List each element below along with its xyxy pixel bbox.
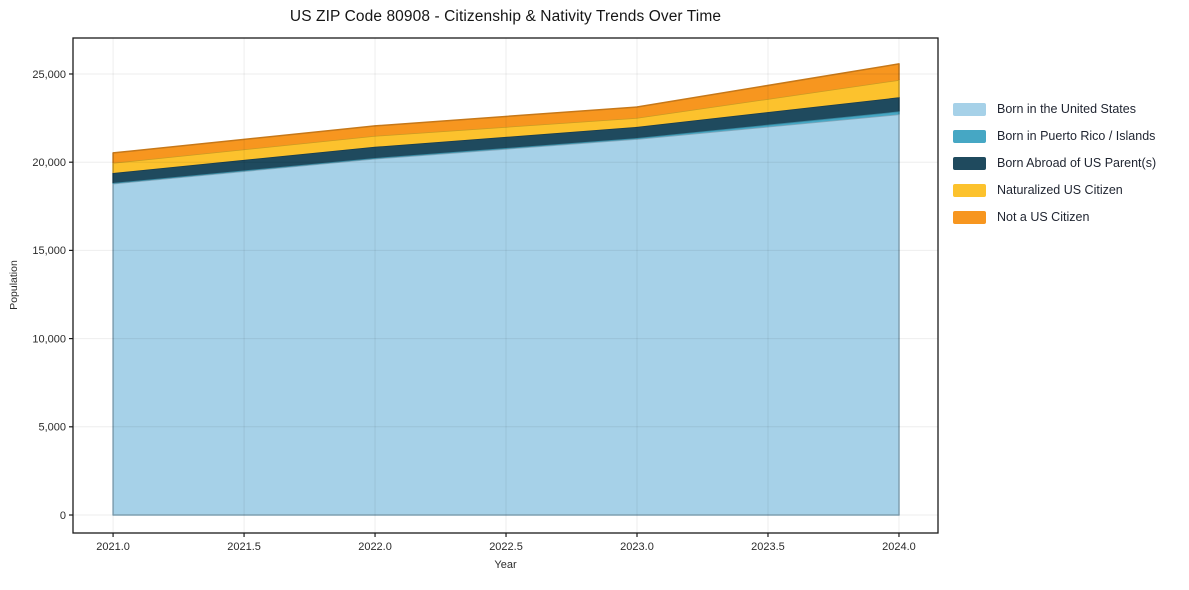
legend-label: Born Abroad of US Parent(s) [997, 156, 1157, 170]
legend-item: Not a US Citizen [953, 211, 1156, 224]
y-tick-label: 10,000 [32, 333, 66, 345]
legend-label: Naturalized US Citizen [997, 183, 1123, 197]
legend-item: Born Abroad of US Parent(s) [953, 157, 1156, 170]
x-tick-label: 2023.5 [751, 541, 785, 553]
y-axis-label: Population [8, 260, 20, 310]
legend-label: Born in Puerto Rico / Islands [997, 129, 1156, 143]
legend-item: Born in Puerto Rico / Islands [953, 130, 1156, 143]
y-tick-label: 25,000 [32, 69, 66, 81]
x-tick-label: 2023.0 [620, 541, 654, 553]
x-tick-label: 2022.0 [358, 541, 392, 553]
legend-item: Naturalized US Citizen [953, 184, 1156, 197]
legend-swatch [953, 211, 986, 224]
legend-swatch [953, 130, 986, 143]
y-tick-label: 15,000 [32, 245, 66, 257]
area-band-edge-3 [112, 79, 900, 173]
x-tick-label: 2022.5 [489, 541, 523, 553]
chart-title: US ZIP Code 80908 - Citizenship & Nativi… [289, 8, 722, 25]
legend-swatch [953, 184, 986, 197]
y-tick-label: 20,000 [32, 157, 66, 169]
x-tick-label: 2021.5 [227, 541, 261, 553]
y-tick-label: 5,000 [38, 422, 66, 434]
area-band-0 [113, 114, 900, 516]
legend-swatch [953, 157, 986, 170]
x-axis-label: Year [494, 559, 517, 571]
area-band-edge-4 [112, 63, 900, 163]
area-band-3 [113, 80, 900, 173]
y-tick-label: 0 [60, 510, 66, 522]
area-band-4 [113, 63, 900, 163]
legend-label: Not a US Citizen [997, 210, 1090, 224]
legend-swatch [953, 103, 986, 116]
area-band-edge-2 [112, 96, 900, 183]
legend-label: Born in the United States [997, 102, 1136, 116]
x-tick-label: 2021.0 [96, 541, 130, 553]
area-band-2 [113, 97, 900, 183]
x-tick-label: 2024.0 [882, 541, 916, 553]
legend: Born in the United States Born in Puerto … [953, 103, 1156, 224]
legend-item: Born in the United States [953, 103, 1156, 116]
